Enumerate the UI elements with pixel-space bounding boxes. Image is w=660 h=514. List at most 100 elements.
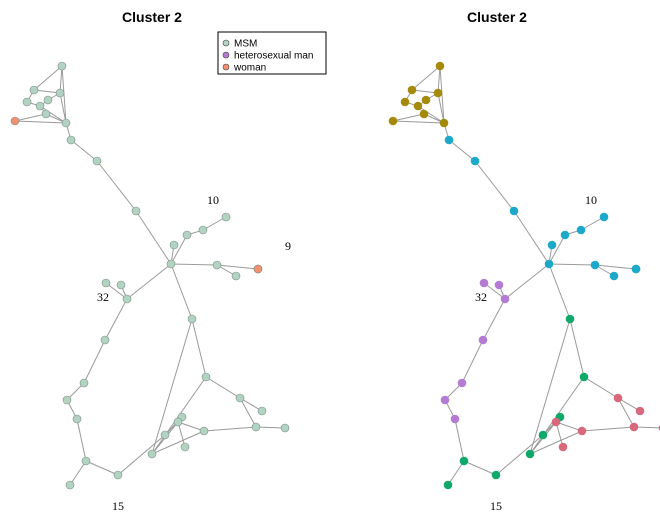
node-b4	[547, 240, 557, 250]
label-layer-left: 10 9 32 15	[97, 193, 291, 513]
node-a6	[413, 101, 423, 111]
edge-d1-d2	[69, 460, 87, 486]
node-c4	[100, 335, 110, 345]
node-c2	[101, 278, 111, 288]
edge-a7-aw	[392, 113, 425, 122]
edge-n32-c2	[483, 282, 506, 300]
edge-b3-hub	[513, 210, 550, 265]
node-aw	[10, 116, 20, 126]
edge-n10-b7	[580, 216, 605, 231]
node-label-9: 9	[285, 239, 291, 253]
node-a3	[55, 88, 65, 98]
edge-b3-hub	[135, 210, 172, 265]
edge-e6-e7	[255, 426, 286, 429]
node-label-32: 32	[475, 290, 487, 304]
node-a2	[29, 85, 39, 95]
edge-e5-e6	[581, 426, 635, 432]
node-a7	[419, 109, 429, 119]
node-a5	[421, 95, 431, 105]
edge-b1-b2	[70, 139, 98, 162]
edge-hub-n32	[126, 263, 172, 300]
edge-n15-d7	[495, 434, 544, 476]
edge-a7-aw	[14, 113, 47, 122]
legend: MSM heterosexual man woman	[217, 31, 327, 75]
edge-n10-b7	[202, 216, 227, 231]
node-e2	[257, 406, 267, 416]
edge-e5-e6	[203, 426, 257, 432]
node-n32	[500, 294, 510, 304]
node-c2	[479, 278, 489, 288]
node-e4	[558, 442, 568, 452]
node-c6	[440, 395, 450, 405]
node-layer-left	[10, 61, 290, 490]
edge-c4-c5	[461, 339, 484, 384]
node-d7	[538, 430, 548, 440]
edge-b9-n9	[216, 264, 259, 270]
node-e7	[280, 423, 290, 433]
edge-d3-d5	[191, 318, 207, 378]
edge-n15-d7	[117, 434, 166, 476]
edge-d6-d3	[529, 318, 571, 455]
edge-d5-e1	[583, 376, 619, 399]
node-d1	[81, 456, 91, 466]
node-b2	[92, 156, 102, 166]
edge-a8-aw	[14, 120, 67, 124]
edge-a1-a2	[33, 65, 63, 91]
edge-b1-b2	[448, 139, 476, 162]
edge-a8-aw	[392, 120, 445, 124]
node-c7	[450, 414, 460, 424]
node-a7	[41, 109, 51, 119]
edge-e6-e7	[633, 426, 660, 429]
node-b2	[470, 156, 480, 166]
node-b6	[560, 230, 570, 240]
node-hub	[166, 259, 176, 269]
edge-d1-n15	[463, 460, 497, 476]
node-a4	[400, 97, 410, 107]
node-a8	[61, 118, 71, 128]
edge-d6-e5	[529, 430, 583, 455]
node-a2	[407, 85, 417, 95]
node-label-15: 15	[490, 499, 502, 513]
legend-swatch-msm	[222, 39, 230, 47]
edge-a1-a3	[437, 65, 441, 94]
edge-c7-d1	[76, 418, 87, 462]
edge-layer-right	[392, 65, 660, 486]
node-e6	[629, 422, 639, 432]
node-c6	[62, 395, 72, 405]
legend-label-heterosexual-man: heterosexual man	[234, 51, 314, 62]
edge-hub-b6	[548, 234, 566, 265]
edge-a1-a2	[411, 65, 441, 91]
node-n32	[122, 294, 132, 304]
edge-c7-d1	[454, 418, 465, 462]
edge-d6-e5	[151, 430, 205, 455]
legend-label-msm: MSM	[234, 39, 257, 50]
node-c3	[116, 280, 126, 290]
node-a8	[439, 118, 449, 128]
node-a1	[435, 61, 445, 71]
node-d7	[160, 430, 170, 440]
network-panel-left: 10 9 32 15	[10, 61, 291, 513]
node-label-10: 10	[585, 193, 597, 207]
node-n9	[253, 264, 263, 274]
node-layer-right	[388, 61, 660, 490]
node-a5	[43, 95, 53, 105]
edge-a3-a8	[437, 92, 445, 124]
node-a6	[35, 101, 45, 111]
node-b4	[169, 240, 179, 250]
node-label-15: 15	[112, 499, 124, 513]
node-n9	[631, 264, 641, 274]
node-b7	[599, 212, 609, 222]
node-d3	[565, 314, 575, 324]
edge-n32-c4	[104, 298, 128, 341]
edge-d1-d2	[447, 460, 465, 486]
node-e1	[235, 393, 245, 403]
node-e6	[251, 422, 261, 432]
node-b3	[131, 206, 141, 216]
node-b1	[66, 135, 76, 145]
edge-b2-b3	[96, 160, 137, 212]
node-e1	[613, 393, 623, 403]
edge-n32-c2	[105, 282, 128, 300]
edge-hub-n32	[504, 263, 550, 300]
